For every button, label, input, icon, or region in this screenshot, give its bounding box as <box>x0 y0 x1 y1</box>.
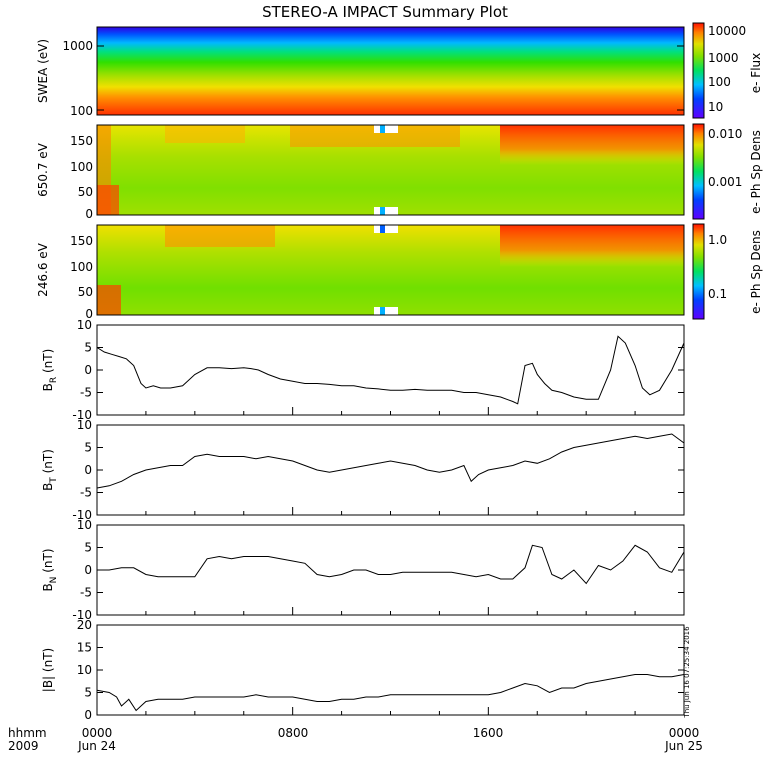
ytick-label: -10 <box>72 608 92 622</box>
plot-title: STEREO-A IMPACT Summary Plot <box>262 3 508 21</box>
pad-650-cbar-label: e- Ph Sp Dens <box>749 130 763 214</box>
swea-cbar-tick-100: 100 <box>708 75 731 89</box>
pad-650-ytick-100: 100 <box>70 160 93 174</box>
pad-246-ytick-100: 100 <box>70 260 93 274</box>
time-corner-hhmm: hhmm <box>8 726 47 740</box>
ytick-label: 5 <box>84 441 92 455</box>
date-label-jun25: Jun 25 <box>664 739 703 753</box>
time-label-0000-start: 0000 <box>82 726 113 740</box>
pad-650-ylabel: 650.7 eV <box>36 142 50 197</box>
swea-cbar-tick-1000: 1000 <box>708 51 739 65</box>
pad-246-ylabel: 246.6 eV <box>36 242 50 297</box>
panel-BR: 10 5 0 -5 -10 BR (nT) <box>41 318 685 422</box>
swea-cbar-tick-10000: 10000 <box>708 24 746 38</box>
pad-246-colorbar <box>692 223 705 320</box>
generation-timestamp: Thu Jun 16 07:25:34 2016 <box>683 626 691 719</box>
ytick-label: 0 <box>84 708 92 722</box>
swea-colorbar <box>692 22 705 119</box>
ytick-label: 10 <box>77 518 92 532</box>
ytick-label: -5 <box>80 486 92 500</box>
ytick-label: -10 <box>72 408 92 422</box>
panel-BT: 10 5 0 -5 -10 BT (nT) <box>41 418 685 522</box>
pad-650-ytick-150: 150 <box>70 134 93 148</box>
swea-ylabel: SWEA (eV) <box>36 39 50 103</box>
series-line-BT <box>96 433 685 489</box>
series-line-BR <box>96 335 685 405</box>
swea-spectrogram-panel: 1000 100 SWEA (eV) 10000 1000 100 10 e- … <box>36 22 763 119</box>
pad-650-colorbar <box>692 123 705 220</box>
pad-246-ytick-150: 150 <box>70 234 93 248</box>
pad-246-cbar-tick-10: 1.0 <box>708 233 727 247</box>
ytick-label: 20 <box>77 618 92 632</box>
pad-246-cbar-label: e- Ph Sp Dens <box>749 230 763 314</box>
swea-cbar-tick-10: 10 <box>708 100 723 114</box>
time-axis: hhmm 2009 0000 0800 1600 0000 Jun 24 Jun… <box>8 726 703 753</box>
ytick-label: 5 <box>84 341 92 355</box>
ytick-label: -10 <box>72 508 92 522</box>
panel-frame-BT <box>96 424 685 516</box>
ytick-label: 10 <box>77 318 92 332</box>
pad-650-ytick-0: 0 <box>85 207 93 221</box>
ylabel-Bmag: |B| (nT) <box>41 648 55 692</box>
pad-246-ytick-0: 0 <box>85 307 93 321</box>
ytick-label: 0 <box>84 463 92 477</box>
series-line-Bmag <box>96 674 685 712</box>
panel-BN: 10 5 0 -5 -10 BN (nT) <box>41 518 685 622</box>
panel-frame-BR <box>96 324 685 416</box>
pad-246-cbar-tick-01: 0.1 <box>708 287 727 301</box>
time-corner-year: 2009 <box>8 739 39 753</box>
ytick-label: 5 <box>84 541 92 555</box>
ytick-label: 10 <box>77 663 92 677</box>
swea-cbar-label: e- Flux <box>749 53 763 93</box>
ytick-label: -5 <box>80 586 92 600</box>
ytick-label: 5 <box>84 686 92 700</box>
ytick-label: 10 <box>77 418 92 432</box>
pad-650-cbar-tick-0010: 0.010 <box>708 127 742 141</box>
ylabel-BT: BT (nT) <box>41 449 59 491</box>
panel-frame-Bmag <box>96 624 685 716</box>
ytick-label: 0 <box>84 363 92 377</box>
pad-650-panel: 150 100 50 0 650.7 eV 0.010 0.001 e- Ph … <box>36 123 763 221</box>
swea-spectrogram-image <box>97 27 684 115</box>
panel-Bmag: 20 15 10 5 0 |B| (nT) <box>41 618 685 722</box>
time-label-0000-end: 0000 <box>669 726 700 740</box>
ytick-label: 15 <box>77 641 92 655</box>
series-line-BN <box>97 544 685 585</box>
magnetic-field-panels: 10 5 0 -5 -10 BR (nT) 10 5 0 -5 -10 BT (nT) 10 5 0 -5 -1… <box>41 318 685 722</box>
ytick-label: -5 <box>80 386 92 400</box>
ylabel-BN: BN (nT) <box>41 548 59 591</box>
ytick-label: 0 <box>84 563 92 577</box>
ylabel-BR: BR (nT) <box>41 349 59 392</box>
pad-650-ytick-50: 50 <box>78 185 93 199</box>
time-label-0800: 0800 <box>278 726 309 740</box>
pad-246-panel: 150 100 50 0 246.6 eV 1.0 0.1 e- Ph Sp D… <box>36 223 763 321</box>
swea-ytick-1000: 1000 <box>62 39 93 53</box>
swea-ytick-100: 100 <box>70 104 93 118</box>
pad-246-ytick-50: 50 <box>78 285 93 299</box>
pad-650-cbar-tick-0001: 0.001 <box>708 175 742 189</box>
time-label-1600: 1600 <box>473 726 504 740</box>
date-label-jun24: Jun 24 <box>77 739 116 753</box>
